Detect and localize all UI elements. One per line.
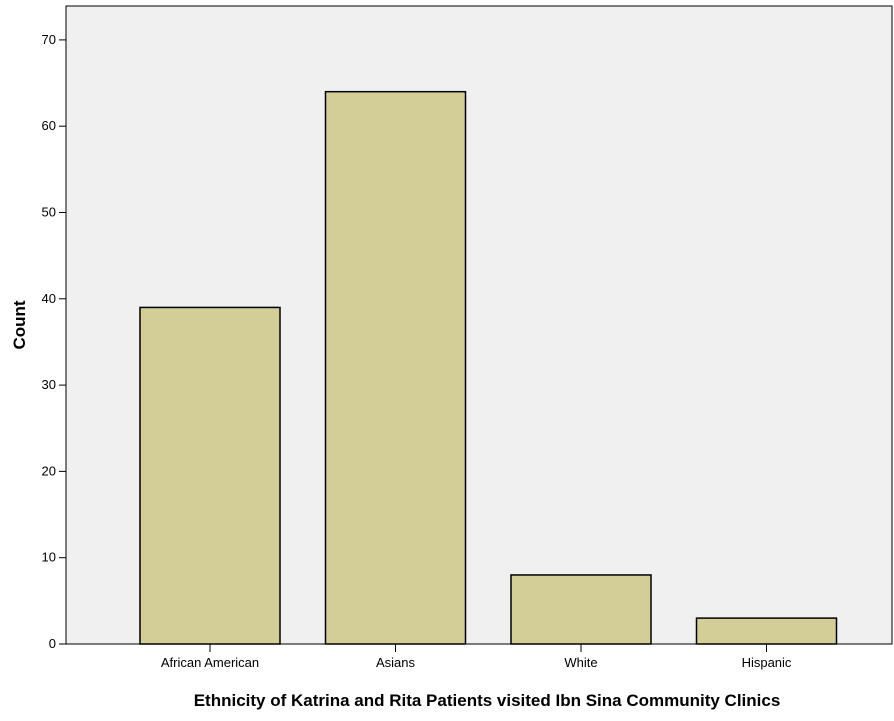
y-tick-label: 20 bbox=[42, 463, 56, 478]
bar-african-american bbox=[139, 306, 281, 645]
y-tick-label: 10 bbox=[42, 550, 56, 565]
bar-hispanic bbox=[695, 617, 838, 645]
y-axis-title: Count bbox=[10, 300, 29, 349]
y-tick-label: 30 bbox=[42, 377, 56, 392]
bars bbox=[139, 90, 838, 645]
x-axis-title: Ethnicity of Katrina and Rita Patients v… bbox=[194, 691, 781, 710]
x-tick-label: Asians bbox=[376, 655, 416, 670]
x-tick-label: Hispanic bbox=[742, 655, 792, 670]
bar-white bbox=[510, 574, 652, 645]
bar-asians bbox=[324, 90, 467, 645]
y-tick-label: 50 bbox=[42, 205, 56, 220]
y-tick-label: 40 bbox=[42, 291, 56, 306]
x-tick-label: African American bbox=[161, 655, 259, 670]
x-tick-label: White bbox=[564, 655, 597, 670]
y-tick-label: 70 bbox=[42, 32, 56, 47]
y-axis: 0 10 20 30 40 50 60 70 bbox=[42, 32, 66, 651]
y-tick-label: 60 bbox=[42, 118, 56, 133]
y-tick-label: 0 bbox=[49, 636, 56, 651]
x-axis: African American Asians White Hispanic bbox=[161, 644, 792, 670]
